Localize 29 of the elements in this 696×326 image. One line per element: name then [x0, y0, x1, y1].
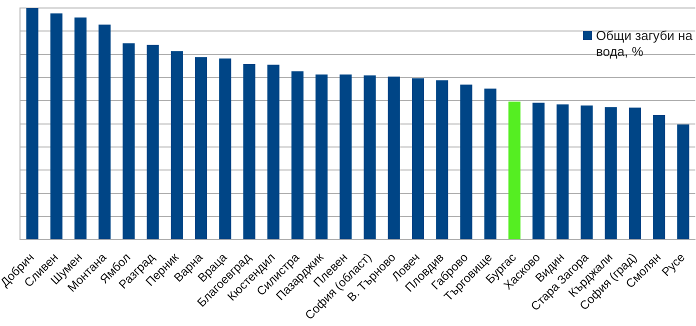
bar — [170, 51, 183, 240]
bar — [484, 88, 496, 240]
bar — [580, 106, 593, 240]
bar — [677, 124, 690, 240]
bar — [556, 104, 569, 240]
bar — [219, 58, 232, 240]
bar — [291, 71, 304, 240]
bar — [195, 57, 208, 240]
bar — [460, 84, 472, 240]
bar — [340, 74, 352, 240]
legend-label: Общи загуби на вода, % — [596, 28, 693, 60]
bar — [436, 80, 448, 240]
bar — [243, 64, 256, 240]
bar — [388, 76, 400, 240]
bar — [604, 107, 617, 240]
bar — [508, 102, 520, 240]
bar — [628, 108, 641, 240]
bar — [267, 64, 280, 240]
bar — [412, 78, 424, 240]
bar — [122, 43, 135, 240]
bar — [26, 8, 38, 240]
bar — [532, 102, 545, 240]
bar — [364, 75, 376, 240]
bar — [98, 24, 111, 240]
bar — [74, 17, 87, 240]
bar — [146, 44, 159, 240]
bar — [50, 13, 62, 240]
bar — [316, 74, 328, 240]
bar — [653, 115, 666, 240]
